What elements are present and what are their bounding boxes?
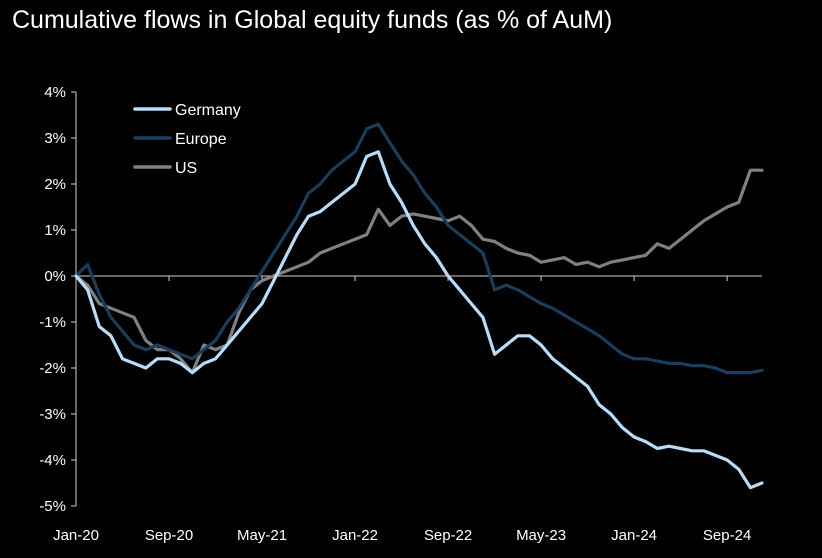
x-tick-label: May-23 [516,527,566,544]
y-tick-label: 1% [44,222,66,239]
x-tick-label: Jan-24 [611,527,657,544]
y-tick-label: -3% [39,406,66,423]
x-tick-label: Jan-22 [332,527,378,544]
axes: 4% 3% 2% 1% 0% -1% -2% -3% -4% -5% Jan-20 Sep-20 May… [39,84,762,544]
x-tick-label: Jan-20 [53,527,99,544]
y-tick-label: 2% [44,176,66,193]
x-tick-label: Sep-24 [703,527,751,544]
x-tick-label: Sep-20 [145,527,193,544]
y-tick-label: 3% [44,130,66,147]
chart-title: Cumulative flows in Global equity funds … [12,6,613,34]
legend-label-europe: Europe [175,131,227,148]
series-line-us [74,168,764,375]
y-tick-label: -2% [39,360,66,377]
y-tick-label: 0% [44,268,66,285]
x-tick-label: May-21 [237,527,287,544]
x-tick-label: Sep-22 [424,527,472,544]
y-tick-label: 4% [44,84,66,101]
series-layer [74,122,764,490]
legend-label-us: US [175,160,197,177]
y-tick-label: -5% [39,498,66,515]
series-line-europe [74,122,764,375]
series-line-germany [74,150,764,490]
legend: Germany Europe US [133,102,241,177]
y-tick-label: -1% [39,314,66,331]
y-tick-label: -4% [39,452,66,469]
legend-label-germany: Germany [175,102,241,119]
